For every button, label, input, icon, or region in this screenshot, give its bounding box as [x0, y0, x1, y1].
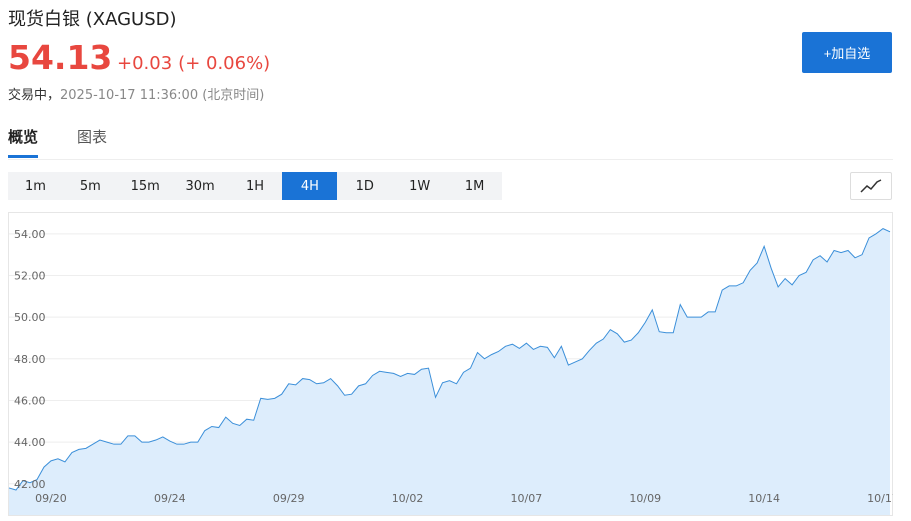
- tab[interactable]: 图表: [77, 128, 108, 146]
- x-tick-label: 10/17: [867, 492, 899, 505]
- interval-button[interactable]: 5m: [79, 178, 101, 194]
- y-tick-label: 48.00: [14, 353, 46, 366]
- tabs: 概览 图表: [8, 126, 146, 158]
- status: 交易中，2025-10-17 11:36:00 (北京时间): [8, 84, 264, 103]
- x-tick-label: 09/20: [35, 492, 67, 505]
- price: 54.13: [8, 38, 113, 77]
- y-tick-label: 46.00: [14, 394, 46, 407]
- tab[interactable]: 概览: [8, 126, 39, 158]
- interval-button[interactable]: 1D: [355, 178, 374, 194]
- interval-button[interactable]: 1W: [409, 178, 431, 194]
- title: 现货白银 (XAGUSD): [8, 9, 177, 30]
- y-tick-label: 44.00: [14, 436, 46, 449]
- x-tick-label: 09/24: [154, 492, 186, 505]
- interval-button[interactable]: 30m: [185, 178, 215, 194]
- interval-button[interactable]: 1M: [464, 178, 485, 194]
- price-line: [8, 228, 891, 491]
- separator: [8, 159, 893, 160]
- change: +0.03 (+ 0.06%): [117, 53, 276, 74]
- change-abs: +0.03: [117, 53, 173, 74]
- chart-type-button[interactable]: [850, 172, 892, 200]
- area-fill: [9, 228, 890, 515]
- x-tick-label: 10/02: [392, 492, 424, 505]
- y-tick-label: 54.00: [14, 228, 46, 241]
- x-tick-label: 10/14: [748, 492, 780, 505]
- plot-border: [8, 212, 893, 516]
- interval-button[interactable]: 1m: [24, 178, 46, 194]
- y-tick-label: 52.00: [14, 269, 46, 282]
- interval-button[interactable]: 15m: [130, 178, 160, 194]
- interval-button[interactable]: 1H: [245, 178, 265, 194]
- x-tick-label: 09/29: [273, 492, 305, 505]
- change-pct: (+ 0.06%): [178, 53, 271, 74]
- timestamp: 2025-10-17 11:36:00 (北京时间): [60, 88, 265, 103]
- status-text: 交易中，: [8, 88, 61, 103]
- y-tick-label: 50.00: [14, 311, 46, 324]
- interval-button[interactable]: 4H: [282, 172, 338, 200]
- x-tick-label: 10/07: [511, 492, 543, 505]
- chart-type-icon: [860, 179, 882, 193]
- x-tick-label: 10/09: [629, 492, 661, 505]
- interval-bar: 1m 5m 15m 30m 1H 4H 1D 1W 1M: [8, 172, 502, 200]
- add-watchlist-button[interactable]: +加自选: [802, 32, 892, 73]
- y-tick-label: 42.00: [14, 478, 46, 491]
